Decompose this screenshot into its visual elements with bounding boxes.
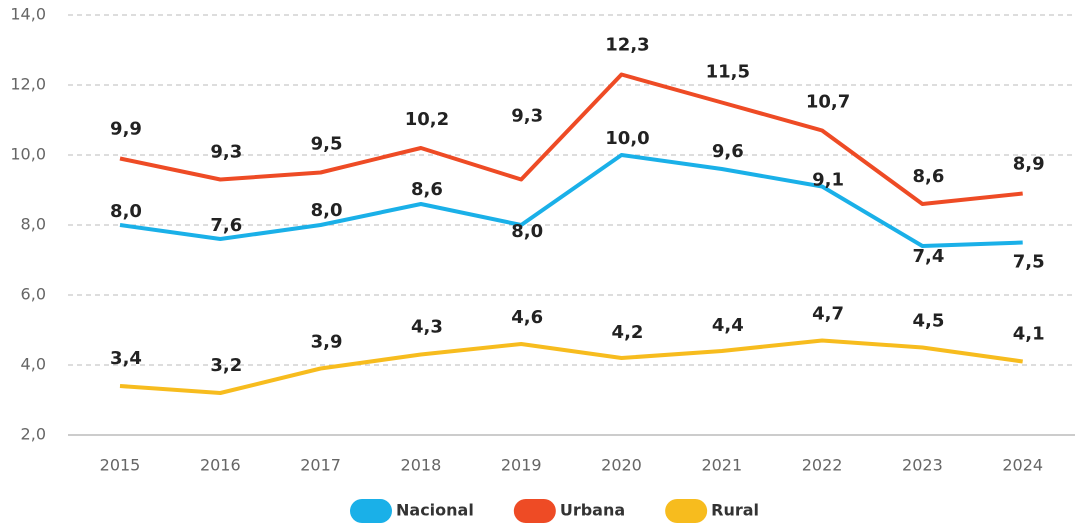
data-label: 9,1 <box>812 170 844 191</box>
x-tick-label: 2022 <box>802 456 843 475</box>
legend-swatch <box>350 499 392 523</box>
data-label: 9,6 <box>712 141 744 162</box>
data-label: 3,9 <box>311 332 343 353</box>
data-label: 11,5 <box>706 62 750 83</box>
data-label: 10,7 <box>806 92 850 113</box>
data-label: 3,2 <box>210 355 242 376</box>
y-tick-label: 12,0 <box>10 75 46 94</box>
y-tick-label: 8,0 <box>21 215 46 234</box>
series-line <box>119 72 1023 206</box>
data-label: 4,4 <box>712 315 744 336</box>
x-tick-label: 2021 <box>701 456 742 475</box>
data-label: 9,3 <box>210 142 242 163</box>
data-label: 8,6 <box>912 166 944 187</box>
data-label: 7,5 <box>1013 252 1045 273</box>
data-label: 4,7 <box>812 304 844 325</box>
x-tick-label: 2016 <box>200 456 241 475</box>
data-label: 9,3 <box>511 106 543 127</box>
x-tick-label: 2019 <box>501 456 542 475</box>
legend-label: Urbana <box>560 501 625 520</box>
data-label: 4,3 <box>411 317 443 338</box>
data-label: 8,0 <box>110 201 142 222</box>
data-label: 8,6 <box>411 179 443 200</box>
data-label: 8,0 <box>511 221 543 242</box>
series-line <box>119 153 1023 248</box>
data-label: 12,3 <box>605 35 649 56</box>
data-label: 8,9 <box>1013 154 1045 175</box>
y-tick-label: 14,0 <box>10 5 46 24</box>
y-tick-label: 6,0 <box>21 285 46 304</box>
data-label: 3,4 <box>110 348 142 369</box>
x-tick-label: 2017 <box>300 456 341 475</box>
data-label: 4,5 <box>912 311 944 332</box>
data-label: 10,2 <box>405 109 449 130</box>
legend-label: Rural <box>711 501 759 520</box>
legend-swatch <box>665 499 708 523</box>
series-line <box>119 338 1023 395</box>
y-tick-label: 10,0 <box>10 145 46 164</box>
x-tick-label: 2020 <box>601 456 642 475</box>
x-tick-label: 2015 <box>100 456 141 475</box>
data-label: 10,0 <box>605 128 649 149</box>
data-label: 9,9 <box>110 119 142 140</box>
data-label: 8,0 <box>311 200 343 221</box>
x-tick-label: 2018 <box>401 456 442 475</box>
data-label: 7,4 <box>912 246 944 267</box>
data-label: 9,5 <box>311 134 343 155</box>
data-label: 4,6 <box>511 307 543 328</box>
y-tick-label: 2,0 <box>21 425 46 444</box>
data-label: 4,2 <box>612 322 644 343</box>
data-label: 7,6 <box>210 215 242 236</box>
legend-swatch <box>513 499 556 523</box>
y-tick-label: 4,0 <box>21 355 46 374</box>
x-tick-label: 2023 <box>902 456 943 475</box>
x-tick-label: 2024 <box>1002 456 1043 475</box>
data-label: 4,1 <box>1013 324 1045 345</box>
legend-label: Nacional <box>396 501 474 520</box>
